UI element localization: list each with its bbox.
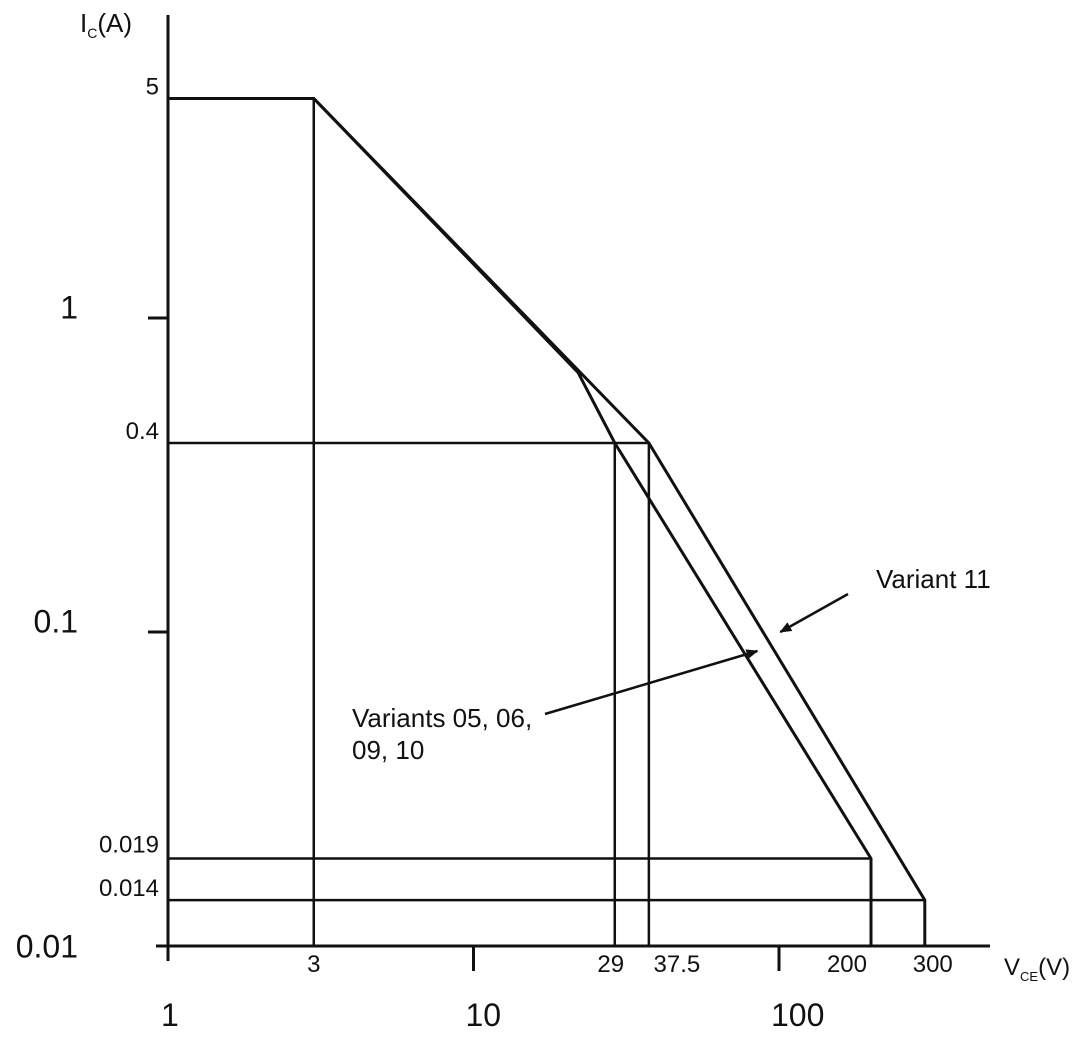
annotation-label-1: Variant 11 <box>876 564 991 594</box>
x-mark-label-3: 3 <box>307 951 320 978</box>
x-mark-label-37-5: 37.5 <box>654 951 701 978</box>
annotation-label-2: Variants 05, 06, 09, 10 <box>352 703 532 765</box>
axis-ticks <box>148 316 781 971</box>
y-axis-label: IC(A) <box>80 8 132 41</box>
series-line-variants-05-06-09-10 <box>168 97 873 946</box>
tick-labels: 1 10 100 1 0.1 0.01 3 29 37.5 200 300 5 0.4 0.019 0.01… <box>16 74 953 1033</box>
x-axis-label: VCE(V) <box>1004 954 1070 984</box>
x-decade-label-100: 100 <box>771 997 824 1033</box>
guide-lines <box>168 98 925 946</box>
x-mark-label-29: 29 <box>597 951 624 978</box>
x-axis-label-symbol: V <box>1004 954 1020 981</box>
annotation-arrow-2 <box>544 649 759 716</box>
x-axis-label-subscript: CE <box>1020 969 1038 984</box>
y-mark-label-0-014: 0.014 <box>99 875 159 902</box>
y-axis-label-symbol: I <box>80 8 87 38</box>
x-decade-label-1: 1 <box>161 997 179 1033</box>
y-axis-label-unit: (A) <box>97 8 132 38</box>
x-decade-label-10: 10 <box>466 997 502 1033</box>
y-mark-label-5: 5 <box>146 74 159 101</box>
x-mark-label-200: 200 <box>827 951 867 978</box>
y-axis-label-subscript: C <box>87 25 97 41</box>
y-mark-label-0-019: 0.019 <box>99 831 159 858</box>
series-line-variant-11 <box>168 97 927 946</box>
x-mark-label-300: 300 <box>913 951 953 978</box>
y-mark-label-0-4: 0.4 <box>126 418 159 445</box>
annotation-line-2-2: 09, 10 <box>352 735 424 765</box>
annotation-line-2-1: Variants 05, 06, <box>352 703 532 733</box>
y-decade-label-0-1: 0.1 <box>34 603 78 639</box>
annotations: Variant 11 Variants 05, 06, 09, 10 <box>352 564 991 765</box>
x-axis-label-unit: (V) <box>1038 954 1070 981</box>
annotation-arrow-1 <box>779 592 849 634</box>
annotation-line-1-1: Variant 11 <box>876 564 991 594</box>
y-decade-label-1: 1 <box>60 289 78 325</box>
series-lines <box>168 97 927 946</box>
y-decade-label-0-01: 0.01 <box>16 928 78 964</box>
